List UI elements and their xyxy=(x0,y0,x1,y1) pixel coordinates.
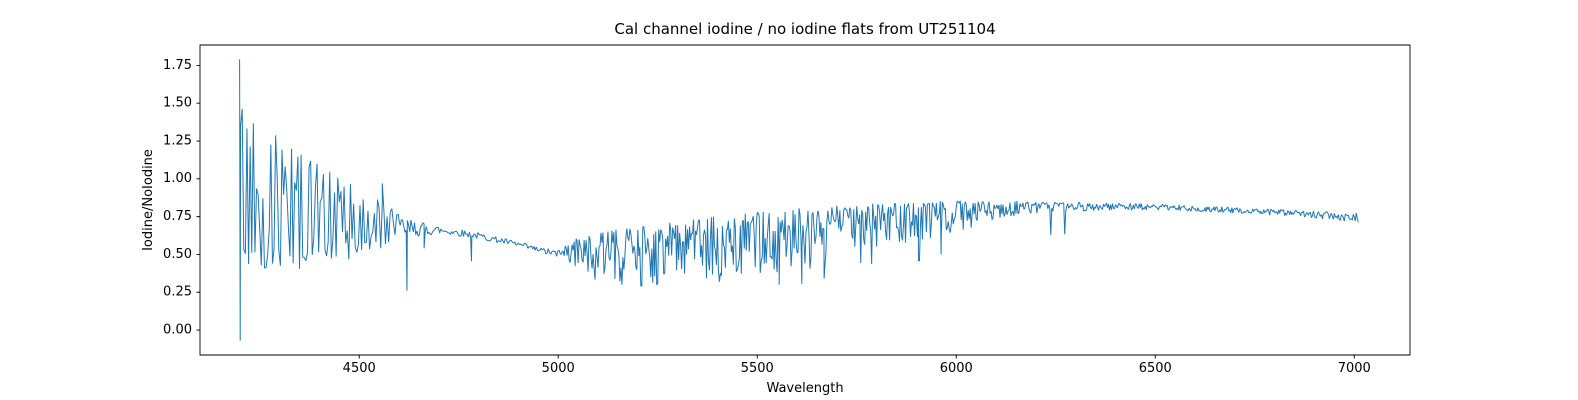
spectrum-plot-canvas xyxy=(0,0,1578,400)
figure: Cal channel iodine / no iodine flats fro… xyxy=(0,0,1578,400)
